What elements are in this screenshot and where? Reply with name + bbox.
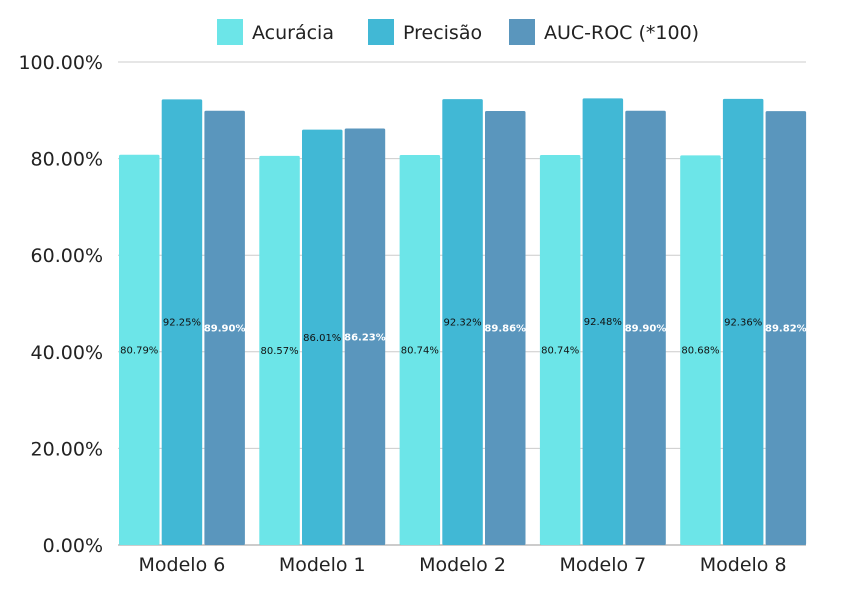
y-tick-label: 40.00% [31, 342, 103, 364]
bars [119, 98, 807, 546]
bar [302, 129, 343, 545]
legend-label: Precisão [403, 22, 482, 44]
data-label: 92.32% [443, 318, 481, 329]
bar [161, 99, 203, 546]
legend-swatch [217, 19, 243, 45]
legend-item: Acurácia [217, 19, 334, 45]
data-label: 86.01% [303, 333, 341, 344]
legend-label: AUC-ROC (*100) [544, 22, 699, 44]
data-label: 80.74% [401, 346, 439, 357]
data-label: 80.74% [541, 346, 579, 357]
data-label: 92.48% [584, 317, 622, 328]
y-tick-label: 100.00% [18, 52, 103, 74]
bar [539, 155, 581, 545]
data-label: 89.86% [484, 323, 526, 334]
legend-item: Precisão [368, 19, 482, 45]
legend-label: Acurácia [252, 22, 334, 44]
data-label: 86.23% [344, 332, 386, 343]
legend: Acurácia Precisão AUC-ROC (*100) [217, 19, 699, 45]
data-label: 89.82% [765, 324, 807, 335]
legend-swatch [368, 19, 394, 45]
y-tick-label: 80.00% [31, 149, 103, 171]
bar [722, 98, 764, 546]
x-tick-label: Modelo 7 [559, 554, 646, 576]
legend-item: AUC-ROC (*100) [509, 19, 699, 45]
x-axis-categories: Modelo 6 Modelo 1 Modelo 2 Modelo 7 Modelo 8 [139, 554, 787, 576]
bar [625, 110, 666, 546]
data-labels: 80.79%92.25%89.90%80.57%86.01% 86.23%80.7… [120, 317, 806, 357]
bar [442, 99, 483, 546]
x-tick-label: Modelo 6 [139, 554, 226, 576]
y-tick-label: 20.00% [31, 438, 103, 460]
bar [204, 110, 245, 546]
y-tick-label: 0.00% [43, 535, 103, 557]
data-label: 80.68% [681, 346, 719, 357]
y-axis-ticks: 0.00% 20.00% 40.00% 60.00% 80.00% 100.00% [18, 52, 103, 557]
bar [485, 110, 526, 545]
data-label: 80.57% [260, 346, 298, 357]
x-tick-label: Modelo 2 [419, 554, 506, 576]
bar [344, 128, 386, 545]
bar [765, 111, 807, 545]
bar [680, 155, 721, 545]
bar [399, 155, 441, 545]
x-tick-label: Modelo 8 [700, 554, 787, 576]
data-label: 89.90% [204, 323, 246, 334]
data-label: 89.90% [625, 323, 667, 334]
bar [259, 155, 300, 545]
x-tick-label: Modelo 1 [279, 554, 366, 576]
data-label: 92.36% [724, 317, 762, 328]
bar [582, 98, 624, 546]
bar [119, 154, 160, 545]
data-label: 92.25% [163, 318, 201, 329]
legend-swatch [509, 19, 535, 45]
data-label: 80.79% [120, 345, 158, 356]
y-tick-label: 60.00% [31, 245, 103, 267]
